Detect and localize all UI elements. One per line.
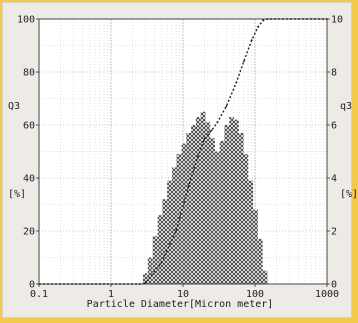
cumulative-point bbox=[160, 261, 163, 264]
cumulative-point bbox=[216, 121, 219, 124]
y-right-tick-label: 10 bbox=[331, 15, 343, 26]
histogram-bar bbox=[248, 180, 254, 284]
cumulative-line bbox=[39, 18, 327, 285]
histogram-bar bbox=[162, 199, 168, 284]
histogram-bar bbox=[224, 125, 230, 284]
histogram-bar bbox=[243, 154, 249, 284]
y-right-tick-label: 8 bbox=[331, 68, 337, 79]
y-left-tick-label: 20 bbox=[23, 227, 35, 238]
histogram-bar bbox=[152, 236, 158, 284]
histogram-bar bbox=[167, 180, 172, 284]
y-right-name: q3 bbox=[340, 101, 352, 112]
histogram-bar bbox=[176, 154, 182, 284]
y-left-tick-label: 0 bbox=[29, 280, 35, 291]
cumulative-point bbox=[235, 81, 238, 84]
y-right-tick-label: 2 bbox=[331, 227, 337, 238]
cumulative-point bbox=[175, 230, 177, 232]
x-axis-label: Particle Diameter[Micron meter] bbox=[87, 299, 274, 310]
histogram-bar bbox=[210, 138, 215, 284]
cumulative-point bbox=[242, 60, 245, 63]
x-tick-label: 10 bbox=[177, 289, 189, 300]
histogram-bar bbox=[181, 143, 187, 284]
histogram-bar bbox=[238, 132, 244, 284]
cumulative-point bbox=[144, 282, 147, 284]
histogram-bar bbox=[191, 125, 196, 284]
cumulative-point bbox=[203, 137, 206, 140]
y-left-tick-label: 40 bbox=[23, 174, 35, 185]
y-right-tick-label: 4 bbox=[331, 174, 337, 185]
cumulative-point bbox=[225, 105, 228, 108]
histogram-bar bbox=[229, 117, 235, 284]
histogram-bar bbox=[195, 117, 201, 284]
histogram-bar bbox=[219, 140, 225, 284]
y-left-name: Q3 bbox=[8, 101, 20, 112]
y-right-unit: [%] bbox=[340, 189, 358, 200]
histogram-bar bbox=[200, 111, 206, 284]
histogram-bars bbox=[142, 111, 268, 284]
histogram-bar bbox=[262, 270, 268, 284]
cumulative-point bbox=[250, 39, 253, 42]
histogram-bar bbox=[147, 257, 153, 284]
histogram-bar bbox=[142, 273, 148, 284]
cumulative-point bbox=[196, 155, 199, 158]
y-left-unit: [%] bbox=[8, 189, 26, 200]
y-right-tick-label: 6 bbox=[331, 121, 337, 132]
histogram-bar bbox=[172, 167, 177, 284]
x-tick-label: 100 bbox=[246, 289, 264, 300]
y-left-tick-label: 100 bbox=[17, 15, 35, 26]
cumulative-point bbox=[187, 185, 190, 187]
x-tick-label: 1 bbox=[108, 289, 114, 300]
cumulative-point bbox=[210, 129, 213, 132]
x-tick-label: 1000 bbox=[315, 289, 339, 300]
y-right-tick-label: 0 bbox=[331, 280, 337, 291]
y-left-tick-label: 60 bbox=[23, 121, 35, 132]
cumulative-point bbox=[262, 19, 265, 22]
histogram-bar bbox=[205, 122, 211, 284]
axes bbox=[36, 18, 330, 287]
histogram-bar bbox=[253, 209, 258, 284]
y-left-tick-label: 80 bbox=[23, 68, 35, 79]
histogram-bar bbox=[214, 151, 220, 284]
x-tick-label: 0.1 bbox=[30, 289, 48, 300]
histogram-bar bbox=[233, 119, 239, 284]
cumulative-point bbox=[257, 26, 259, 28]
histogram-bar bbox=[257, 238, 263, 284]
histogram-bar bbox=[157, 215, 163, 284]
histogram-bar bbox=[186, 132, 192, 284]
